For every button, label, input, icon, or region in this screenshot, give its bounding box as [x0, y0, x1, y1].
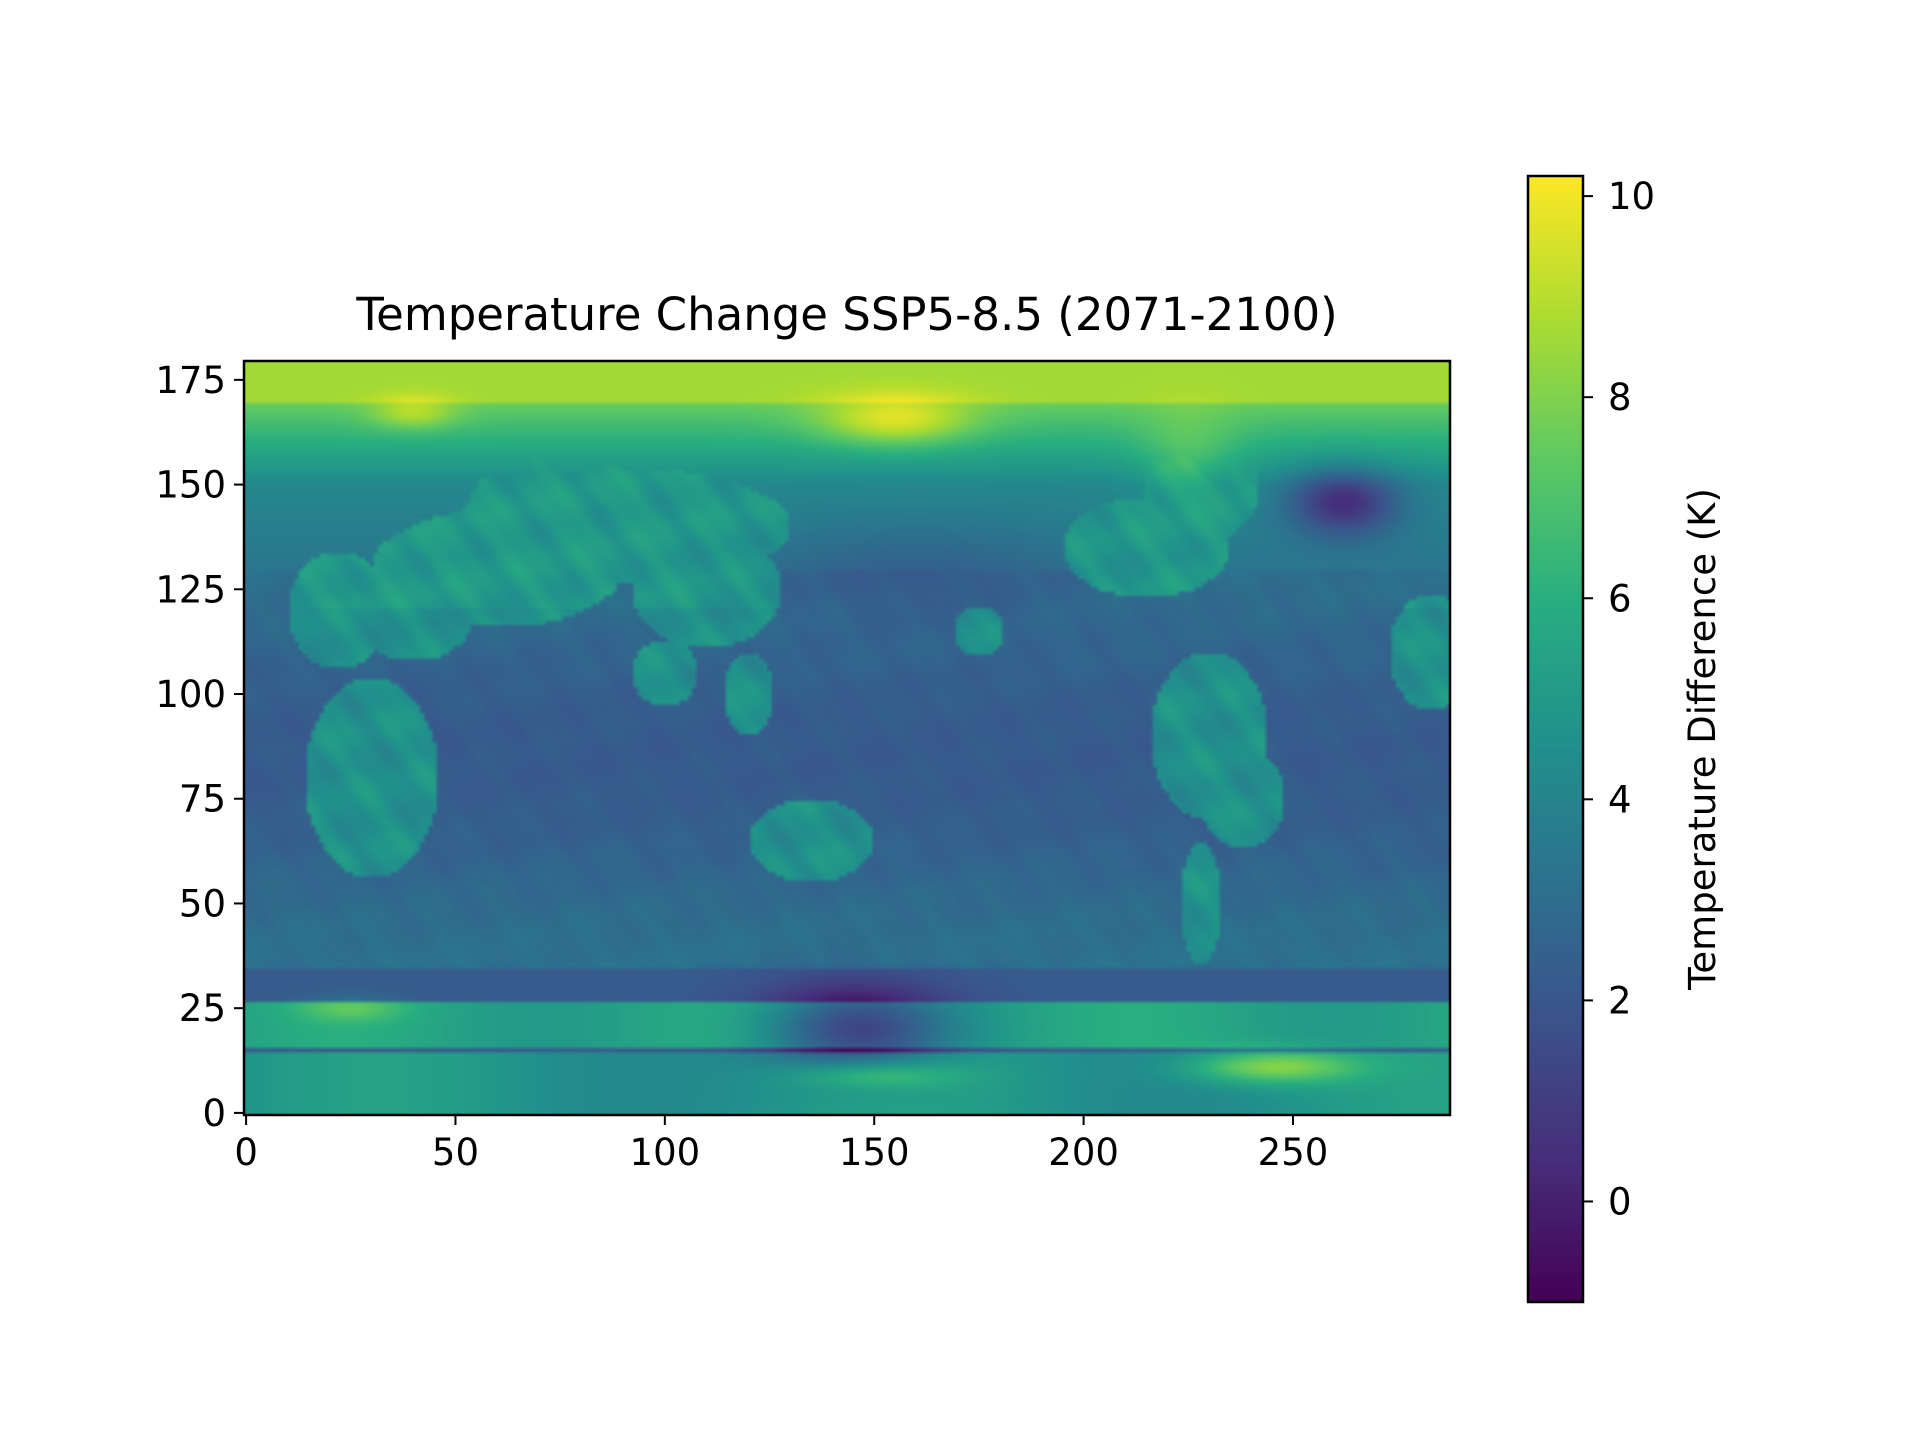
y-tick-label: 0: [202, 1092, 226, 1135]
colorbar-gradient: [1528, 176, 1583, 1302]
x-tick-label: 200: [1048, 1131, 1119, 1174]
colorbar-label: Temperature Difference (K): [1681, 488, 1724, 991]
y-tick-label: 75: [179, 778, 226, 821]
y-tick-label: 50: [179, 882, 226, 925]
x-axis: 0 50 100 150 200 250: [234, 1115, 1328, 1174]
colorbar-tick-label: 2: [1608, 979, 1632, 1022]
y-tick-label: 25: [179, 987, 226, 1030]
x-tick-label: 250: [1258, 1131, 1329, 1174]
colorbar-ticks: 0 2 4 6 8 10: [1583, 175, 1655, 1223]
colorbar-tick-label: 4: [1608, 778, 1632, 821]
chart-title: Temperature Change SSP5-8.5 (2071-2100): [355, 288, 1337, 341]
colorbar-tick-label: 10: [1608, 175, 1655, 218]
colorbar-tick-label: 0: [1608, 1180, 1632, 1223]
y-tick-label: 100: [155, 673, 226, 716]
y-tick-label: 150: [155, 464, 226, 507]
y-tick-label: 125: [155, 568, 226, 611]
heatmap-image: [244, 361, 1450, 1115]
colorbar: 0 2 4 6 8 10 Temperature Difference (K): [1526, 174, 1724, 1304]
y-tick-label: 175: [155, 359, 226, 402]
y-axis: 0 25 50 75 100 125 150 175: [155, 359, 244, 1135]
plot-frame: [242, 359, 1452, 1117]
x-tick-label: 0: [234, 1131, 258, 1174]
heatmap-area: [242, 359, 1452, 1117]
colorbar-tick-label: 8: [1608, 376, 1632, 419]
x-tick-label: 50: [432, 1131, 479, 1174]
colorbar-frame: [1526, 174, 1585, 1304]
x-tick-label: 100: [630, 1131, 701, 1174]
x-tick-label: 150: [839, 1131, 910, 1174]
colorbar-tick-label: 6: [1608, 577, 1632, 620]
